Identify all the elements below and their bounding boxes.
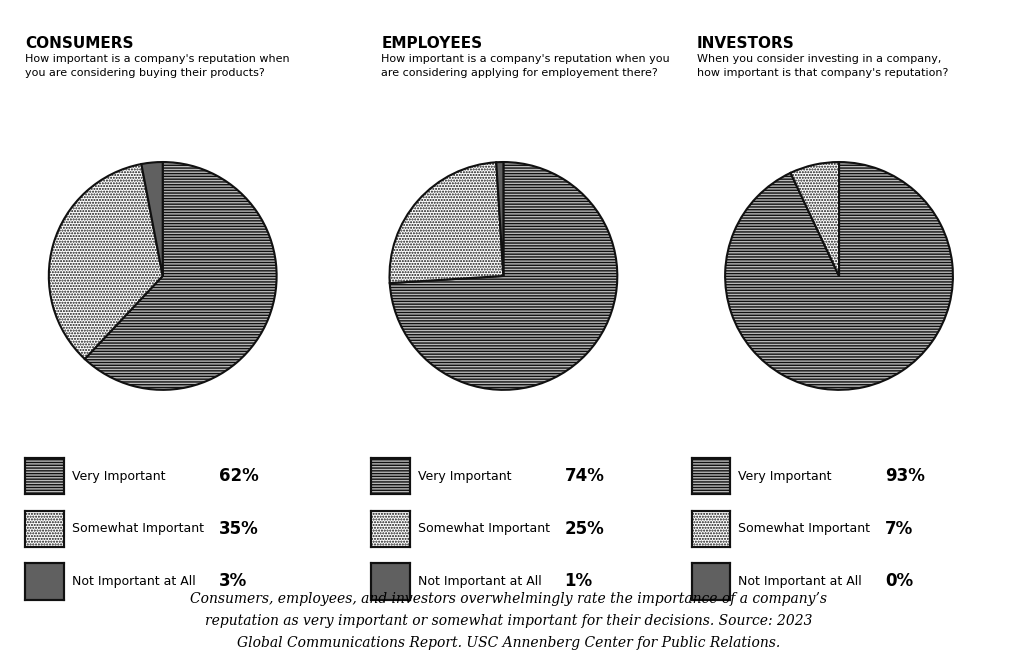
Text: Somewhat Important: Somewhat Important [738,522,871,535]
Wedge shape [390,162,617,390]
Text: Not Important at All: Not Important at All [738,575,862,588]
Wedge shape [84,162,277,390]
Text: How important is a company's reputation when you
are considering applying for em: How important is a company's reputation … [381,54,670,78]
Text: EMPLOYEES: EMPLOYEES [381,36,482,51]
Text: Very Important: Very Important [418,470,512,483]
Wedge shape [725,162,953,390]
Text: 62%: 62% [219,467,258,486]
Text: Somewhat Important: Somewhat Important [72,522,204,535]
Text: 1%: 1% [564,572,593,591]
Text: 74%: 74% [564,467,604,486]
Text: Not Important at All: Not Important at All [72,575,196,588]
Wedge shape [496,162,503,276]
Text: 93%: 93% [885,467,924,486]
Text: When you consider investing in a company,
how important is that company's reputa: When you consider investing in a company… [697,54,948,78]
Text: 3%: 3% [219,572,247,591]
Text: CONSUMERS: CONSUMERS [25,36,134,51]
Text: Very Important: Very Important [738,470,832,483]
Wedge shape [390,162,503,283]
Text: Not Important at All: Not Important at All [418,575,542,588]
Wedge shape [790,162,839,276]
Text: 0%: 0% [885,572,913,591]
Text: 7%: 7% [885,520,913,538]
Text: 35%: 35% [219,520,258,538]
Text: Somewhat Important: Somewhat Important [418,522,550,535]
Wedge shape [49,164,163,359]
Text: INVESTORS: INVESTORS [697,36,794,51]
Text: Consumers, employees, and investors overwhelmingly rate the importance of a comp: Consumers, employees, and investors over… [190,592,827,650]
Wedge shape [141,162,163,276]
Text: How important is a company's reputation when
you are considering buying their pr: How important is a company's reputation … [25,54,290,78]
Text: Very Important: Very Important [72,470,166,483]
Text: 25%: 25% [564,520,604,538]
